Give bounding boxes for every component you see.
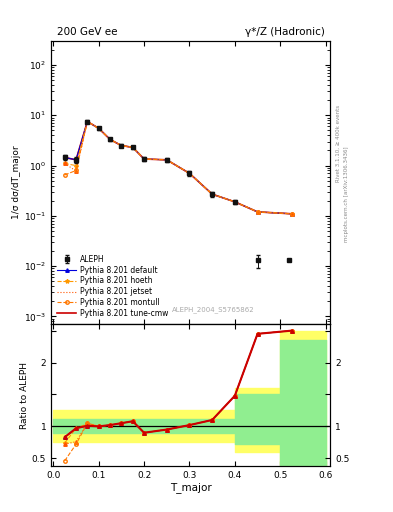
Pythia 8.201 tune-cmw [233,199,237,205]
Pythia 8.201 default [119,142,124,148]
Pythia 8.201 hoeth [233,199,237,205]
Pythia 8.201 montull [255,209,260,215]
Pythia 8.201 tune-cmw [130,144,135,151]
Pythia 8.201 montull [233,199,237,205]
Pythia 8.201 jetset [73,168,78,174]
Pythia 8.201 hoeth [73,162,78,168]
Pythia 8.201 hoeth [142,156,147,162]
Pythia 8.201 montull [289,211,294,217]
Pythia 8.201 hoeth [62,160,67,166]
Pythia 8.201 jetset [96,125,101,132]
Pythia 8.201 default [210,191,215,197]
Pythia 8.201 jetset [233,199,237,205]
Text: mcplots.cern.ch [arXiv:1306.3436]: mcplots.cern.ch [arXiv:1306.3436] [344,147,349,242]
Pythia 8.201 tune-cmw [96,125,101,132]
Pythia 8.201 default [164,157,169,163]
Pythia 8.201 tune-cmw [164,157,169,163]
Pythia 8.201 default [187,170,192,177]
Pythia 8.201 tune-cmw [142,156,147,162]
Pythia 8.201 default [73,157,78,163]
Line: Pythia 8.201 tune-cmw: Pythia 8.201 tune-cmw [65,121,292,214]
Pythia 8.201 montull [62,172,67,178]
Text: Rivet 3.1.10, ≥ 400k events: Rivet 3.1.10, ≥ 400k events [336,105,341,182]
Pythia 8.201 montull [187,170,192,177]
Pythia 8.201 montull [210,191,215,197]
Pythia 8.201 jetset [255,209,260,215]
Pythia 8.201 tune-cmw [85,118,90,124]
Pythia 8.201 default [142,156,147,162]
Pythia 8.201 montull [142,156,147,162]
Pythia 8.201 hoeth [255,209,260,215]
Pythia 8.201 montull [73,167,78,174]
Text: γ*/Z (Hadronic): γ*/Z (Hadronic) [245,27,325,37]
Pythia 8.201 tune-cmw [119,142,124,148]
Pythia 8.201 montull [108,136,112,142]
Pythia 8.201 jetset [164,157,169,163]
Pythia 8.201 hoeth [119,142,124,148]
Pythia 8.201 default [255,209,260,215]
Pythia 8.201 tune-cmw [210,191,215,197]
Pythia 8.201 montull [164,157,169,163]
Pythia 8.201 tune-cmw [289,211,294,217]
Pythia 8.201 hoeth [289,211,294,217]
Pythia 8.201 jetset [142,156,147,162]
Y-axis label: 1/σ dσ/dT_major: 1/σ dσ/dT_major [12,146,21,220]
Pythia 8.201 jetset [85,118,90,124]
Pythia 8.201 jetset [119,142,124,148]
Pythia 8.201 default [85,118,90,124]
Line: Pythia 8.201 jetset: Pythia 8.201 jetset [65,121,292,214]
Legend: ALEPH, Pythia 8.201 default, Pythia 8.201 hoeth, Pythia 8.201 jetset, Pythia 8.2: ALEPH, Pythia 8.201 default, Pythia 8.20… [55,252,171,321]
Pythia 8.201 tune-cmw [62,155,67,161]
Pythia 8.201 montull [130,144,135,151]
Pythia 8.201 default [130,144,135,151]
Pythia 8.201 montull [85,118,90,124]
Pythia 8.201 default [62,155,67,161]
Pythia 8.201 montull [119,142,124,148]
Line: Pythia 8.201 hoeth: Pythia 8.201 hoeth [62,119,294,216]
Pythia 8.201 hoeth [130,144,135,151]
Pythia 8.201 hoeth [96,125,101,132]
Pythia 8.201 hoeth [85,118,90,124]
Pythia 8.201 tune-cmw [255,209,260,215]
Pythia 8.201 jetset [130,144,135,151]
Pythia 8.201 tune-cmw [73,157,78,163]
Pythia 8.201 hoeth [187,170,192,177]
Pythia 8.201 tune-cmw [187,170,192,177]
X-axis label: T_major: T_major [170,482,211,494]
Pythia 8.201 hoeth [164,157,169,163]
Line: Pythia 8.201 montull: Pythia 8.201 montull [63,120,293,216]
Pythia 8.201 jetset [289,211,294,217]
Pythia 8.201 default [233,199,237,205]
Text: 200 GeV ee: 200 GeV ee [57,27,117,37]
Line: Pythia 8.201 default: Pythia 8.201 default [63,120,293,216]
Y-axis label: Ratio to ALEPH: Ratio to ALEPH [20,361,29,429]
Pythia 8.201 montull [96,125,101,132]
Pythia 8.201 default [96,125,101,132]
Pythia 8.201 default [289,211,294,217]
Pythia 8.201 jetset [187,170,192,177]
Pythia 8.201 hoeth [210,191,215,197]
Pythia 8.201 jetset [108,136,112,142]
Pythia 8.201 jetset [62,160,67,166]
Pythia 8.201 default [108,136,112,142]
Pythia 8.201 hoeth [108,136,112,142]
Pythia 8.201 jetset [210,191,215,197]
Pythia 8.201 tune-cmw [108,136,112,142]
Text: ALEPH_2004_S5765862: ALEPH_2004_S5765862 [172,306,254,313]
